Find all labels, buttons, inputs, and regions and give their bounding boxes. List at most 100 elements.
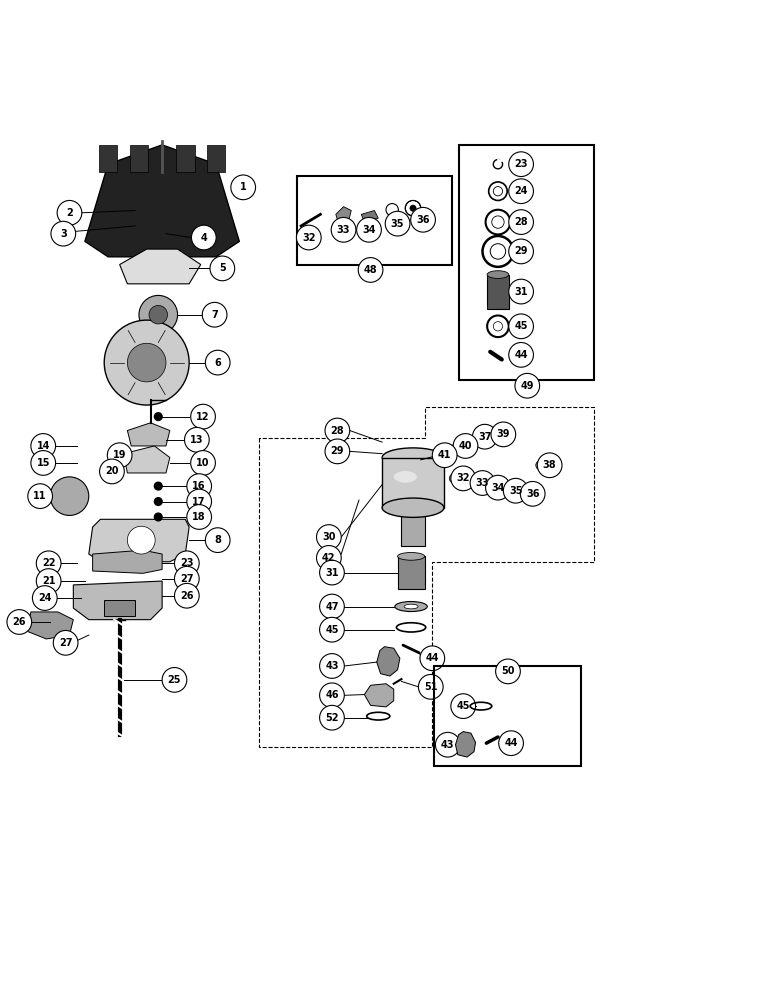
Circle shape <box>32 586 57 610</box>
Circle shape <box>420 646 445 671</box>
Text: 24: 24 <box>514 186 528 196</box>
Polygon shape <box>99 145 117 172</box>
Text: 32: 32 <box>456 473 470 483</box>
Circle shape <box>357 217 381 242</box>
Circle shape <box>386 204 398 216</box>
Text: 24: 24 <box>38 593 52 603</box>
Text: 7: 7 <box>212 310 218 320</box>
Text: 10: 10 <box>196 458 210 468</box>
Text: 32: 32 <box>302 233 316 243</box>
Circle shape <box>31 434 56 458</box>
Ellipse shape <box>405 604 418 609</box>
Circle shape <box>154 513 162 521</box>
Circle shape <box>28 484 52 508</box>
Circle shape <box>187 505 212 529</box>
Text: 17: 17 <box>192 497 206 507</box>
Text: 23: 23 <box>514 159 528 169</box>
Text: 43: 43 <box>441 740 455 750</box>
Circle shape <box>154 482 162 490</box>
Circle shape <box>187 474 212 498</box>
Circle shape <box>231 175 256 200</box>
Circle shape <box>154 498 162 505</box>
Text: 27: 27 <box>180 574 194 584</box>
Circle shape <box>50 477 89 515</box>
Polygon shape <box>336 207 351 222</box>
Circle shape <box>496 659 520 684</box>
Text: 39: 39 <box>496 429 510 439</box>
Circle shape <box>325 418 350 443</box>
Circle shape <box>162 668 187 692</box>
Circle shape <box>537 453 562 478</box>
Text: 18: 18 <box>192 512 206 522</box>
Circle shape <box>509 279 533 304</box>
Circle shape <box>317 546 341 570</box>
Circle shape <box>296 225 321 250</box>
Text: 34: 34 <box>362 225 376 235</box>
Text: 45: 45 <box>456 701 470 711</box>
Circle shape <box>484 483 493 492</box>
Text: 30: 30 <box>322 532 336 542</box>
Circle shape <box>509 152 533 177</box>
Text: 16: 16 <box>192 481 206 491</box>
Circle shape <box>320 654 344 678</box>
Polygon shape <box>120 249 201 284</box>
Circle shape <box>174 583 199 608</box>
Text: 4: 4 <box>201 233 207 243</box>
Text: 14: 14 <box>36 441 50 451</box>
Circle shape <box>7 610 32 634</box>
Ellipse shape <box>382 448 444 467</box>
Text: 29: 29 <box>514 246 528 256</box>
Text: 48: 48 <box>364 265 378 275</box>
Circle shape <box>139 295 178 334</box>
Text: 26: 26 <box>180 591 194 601</box>
Polygon shape <box>176 145 195 172</box>
Text: 20: 20 <box>105 466 119 476</box>
Polygon shape <box>127 423 170 446</box>
Polygon shape <box>104 600 135 616</box>
Circle shape <box>451 694 476 718</box>
Circle shape <box>320 560 344 585</box>
Bar <box>459 145 594 380</box>
Text: 51: 51 <box>424 682 438 692</box>
Text: 19: 19 <box>113 450 127 460</box>
Text: 15: 15 <box>36 458 50 468</box>
Circle shape <box>205 350 230 375</box>
Circle shape <box>107 443 132 468</box>
Bar <box>382 458 444 508</box>
Text: 52: 52 <box>325 713 339 723</box>
Circle shape <box>491 422 516 447</box>
Circle shape <box>536 461 545 470</box>
Bar <box>487 275 509 309</box>
Circle shape <box>104 320 189 405</box>
Bar <box>401 504 425 546</box>
Circle shape <box>205 528 230 552</box>
Circle shape <box>320 594 344 619</box>
Polygon shape <box>130 145 148 172</box>
Circle shape <box>320 683 344 708</box>
Circle shape <box>127 526 155 554</box>
Text: 44: 44 <box>504 738 518 748</box>
Circle shape <box>174 551 199 576</box>
Polygon shape <box>93 550 162 573</box>
Circle shape <box>154 413 162 420</box>
Text: 3: 3 <box>60 229 66 239</box>
Ellipse shape <box>398 552 425 560</box>
Circle shape <box>509 179 533 204</box>
Circle shape <box>435 732 460 757</box>
Polygon shape <box>73 581 162 620</box>
Text: 44: 44 <box>425 653 439 663</box>
Circle shape <box>185 427 209 452</box>
Text: 40: 40 <box>459 441 472 451</box>
Circle shape <box>31 451 56 475</box>
Text: 36: 36 <box>416 215 430 225</box>
Circle shape <box>432 443 457 468</box>
Circle shape <box>331 217 356 242</box>
Circle shape <box>410 205 416 211</box>
Bar <box>434 666 581 766</box>
Circle shape <box>320 617 344 642</box>
Polygon shape <box>455 732 476 757</box>
Text: 49: 49 <box>520 381 534 391</box>
Ellipse shape <box>382 498 444 517</box>
Circle shape <box>470 471 495 495</box>
Circle shape <box>515 373 540 398</box>
